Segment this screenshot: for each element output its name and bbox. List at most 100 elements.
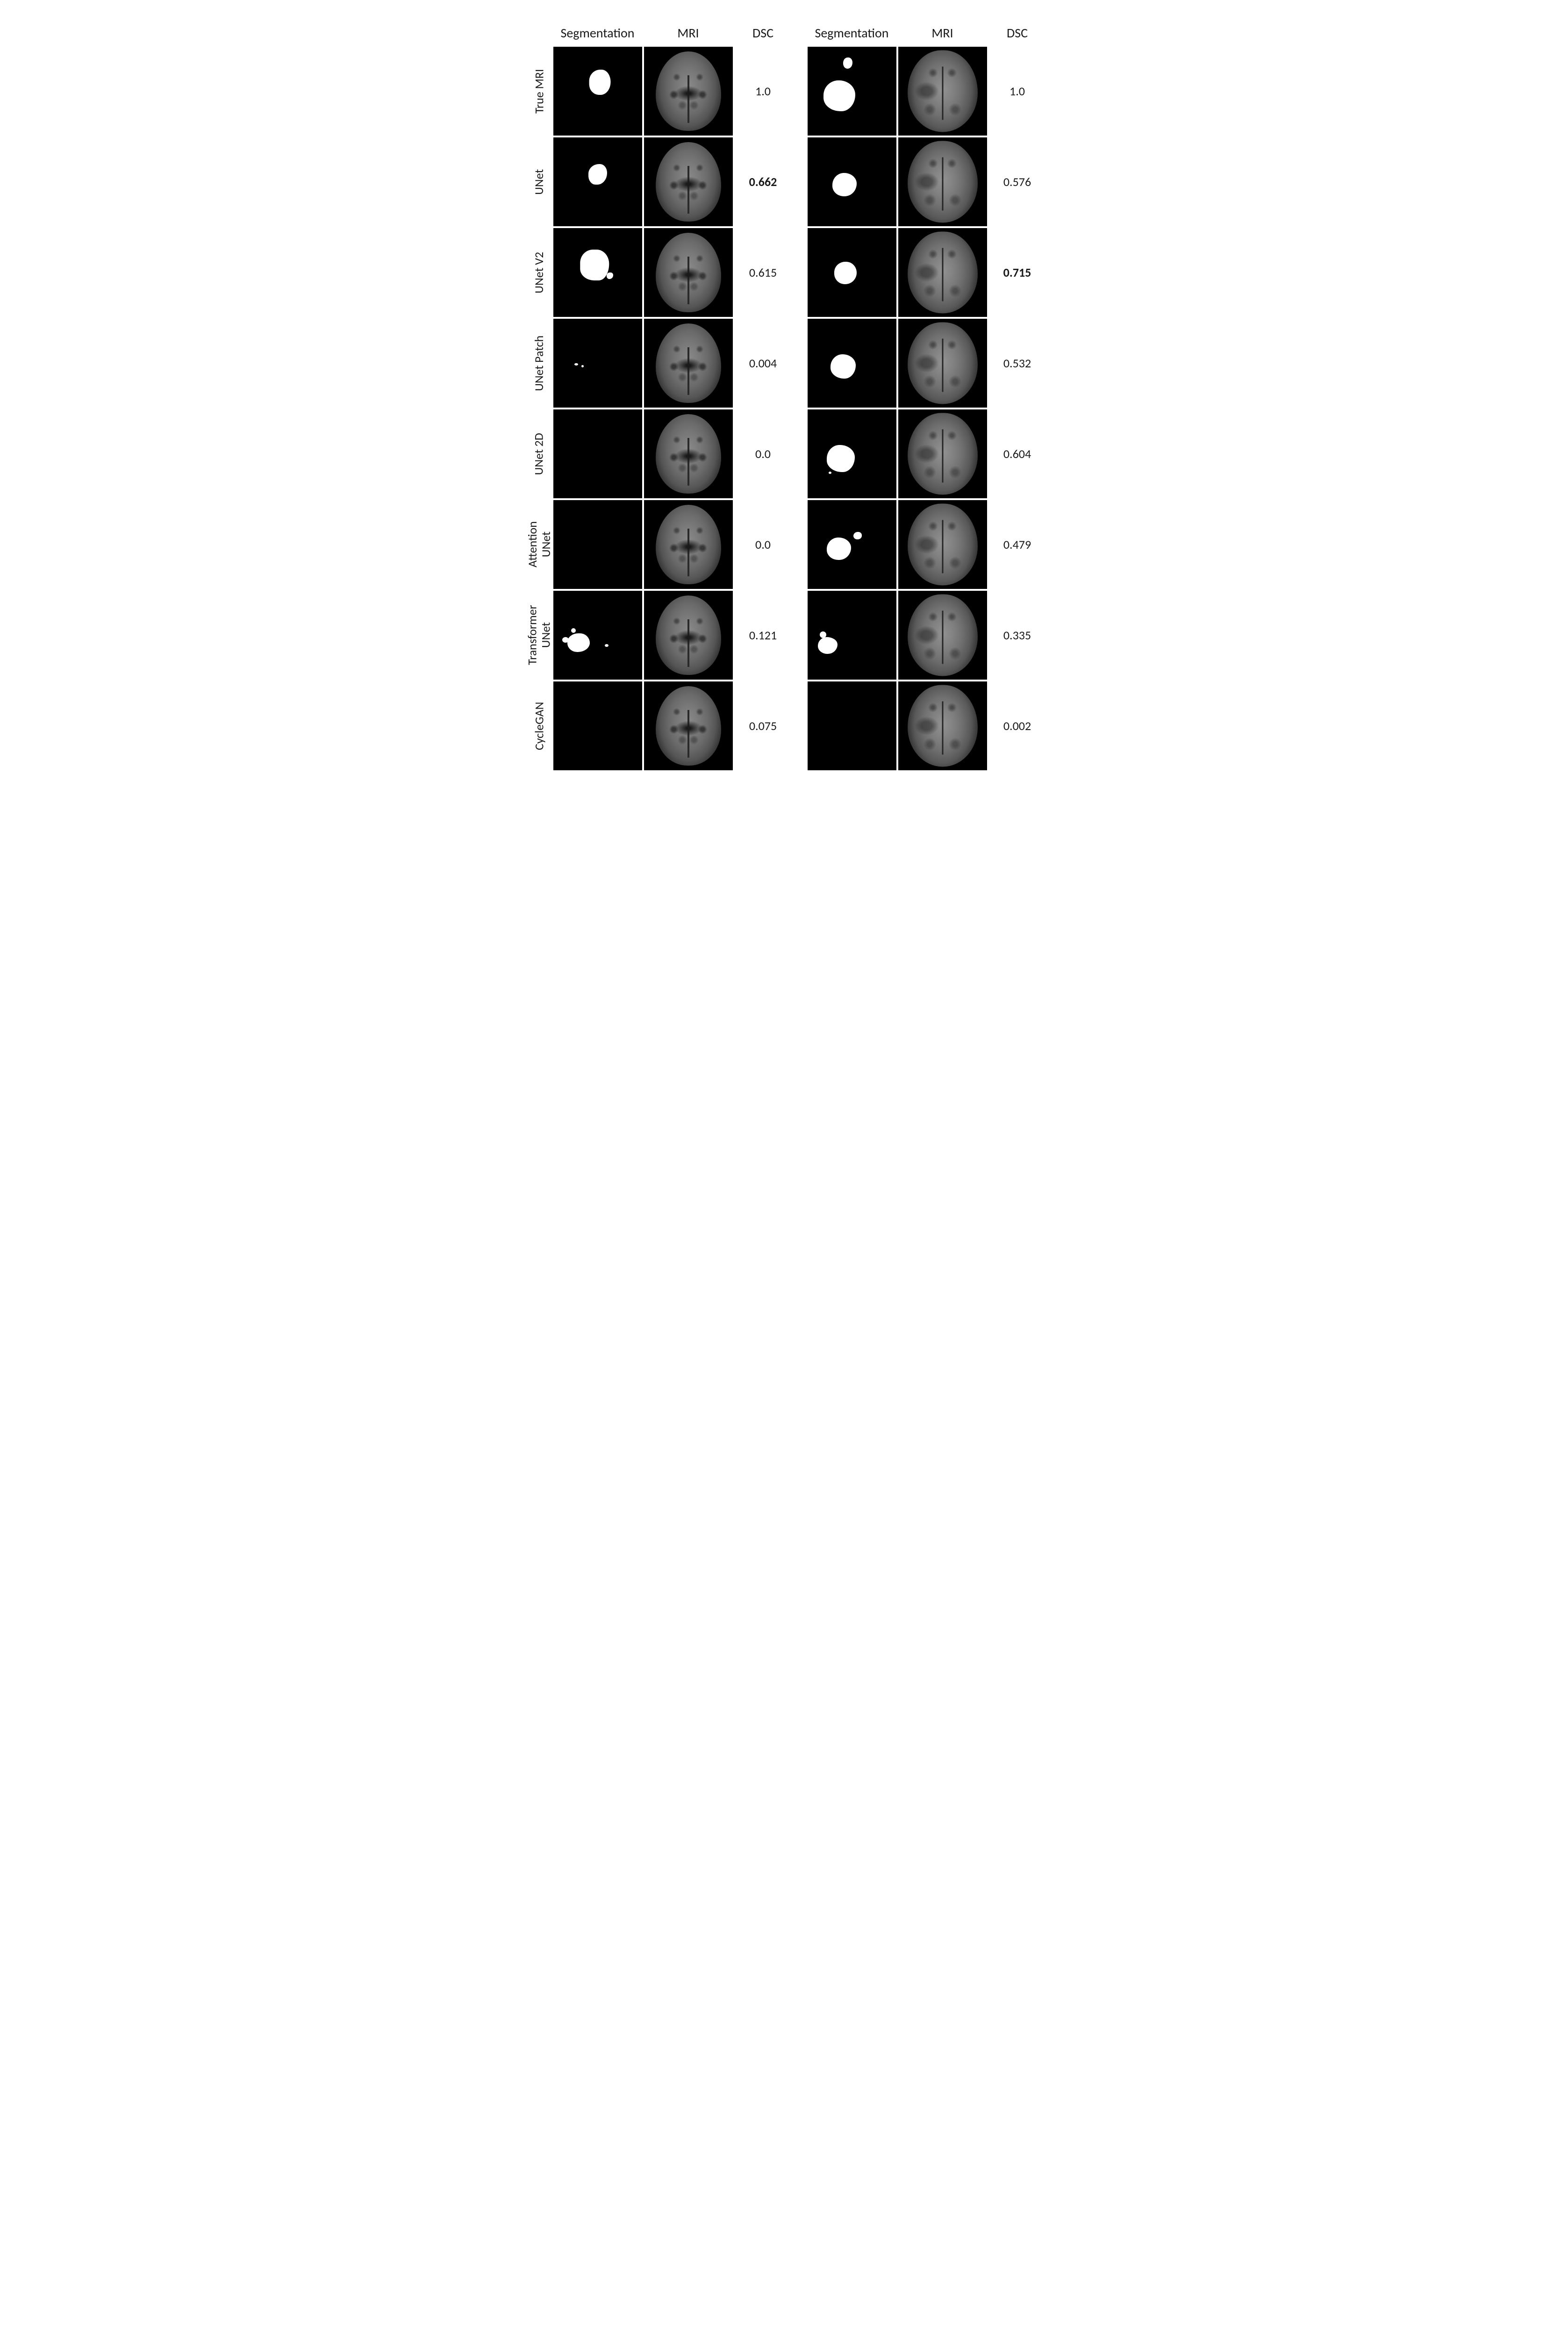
segmentation-image — [808, 47, 896, 136]
dsc-value: 0.0 — [737, 446, 789, 461]
mri-image — [898, 409, 987, 498]
segmentation-image — [808, 228, 896, 317]
segmentation-image — [553, 47, 642, 136]
segmentation-blob — [607, 272, 613, 279]
segmentation-blob — [574, 363, 578, 366]
data-row: 0.121 — [553, 591, 789, 680]
data-row: 0.662 — [553, 137, 789, 226]
mri-image — [898, 137, 987, 226]
mri-image — [898, 47, 987, 136]
mri-image — [898, 681, 987, 770]
brain-texture — [659, 237, 717, 308]
data-row: 0.532 — [808, 319, 1043, 408]
segmentation-blob — [834, 262, 857, 284]
segmentation-image — [553, 409, 642, 498]
header-mri: MRI — [644, 25, 733, 41]
brain-texture — [659, 147, 717, 217]
segmentation-blob — [829, 472, 831, 474]
header-row: Segmentation MRI DSC — [808, 19, 1043, 47]
row-label-cell: True MRI — [525, 47, 553, 136]
mri-image — [644, 500, 733, 589]
brain-icon — [908, 595, 978, 676]
brain-icon — [656, 505, 721, 584]
row-label: UNet Patch — [532, 336, 546, 391]
mri-image — [644, 591, 733, 680]
row-label: AttentionUNet — [526, 522, 552, 568]
segmentation-image — [553, 500, 642, 589]
segmentation-blob — [827, 445, 855, 472]
brain-icon — [908, 50, 978, 132]
data-row: 0.0 — [553, 409, 789, 498]
dsc-value: 0.002 — [992, 718, 1043, 733]
mri-image — [898, 591, 987, 680]
brain-icon — [908, 232, 978, 314]
subject-block-1: Segmentation MRI DSC 1.00.6620.6150.0040… — [553, 19, 789, 772]
segmentation-image — [808, 681, 896, 770]
segmentation-image — [808, 409, 896, 498]
brain-texture — [911, 326, 974, 400]
row-label-cell: UNet — [525, 137, 553, 226]
row-label-cell: CycleGAN — [525, 681, 553, 770]
segmentation-blob — [831, 354, 856, 379]
segmentation-image — [808, 137, 896, 226]
row-label: TransformerUNet — [526, 605, 552, 666]
brain-texture — [911, 236, 974, 309]
brain-icon — [656, 595, 721, 675]
brain-texture — [659, 691, 717, 761]
segmentation-blob — [571, 628, 576, 633]
segmentation-blob — [580, 250, 609, 280]
row-label-cell: TransformerUNet — [525, 591, 553, 680]
dsc-value: 0.004 — [737, 356, 789, 371]
segmentation-blob — [562, 637, 569, 643]
mri-image — [644, 681, 733, 770]
mri-image — [644, 228, 733, 317]
row-label: True MRI — [532, 69, 546, 114]
segmentation-image — [553, 681, 642, 770]
row-label-cell: UNet V2 — [525, 228, 553, 317]
segmentation-blob — [827, 538, 851, 560]
dsc-value: 0.479 — [992, 537, 1043, 552]
mri-image — [644, 409, 733, 498]
dsc-value: 0.604 — [992, 446, 1043, 461]
header-segmentation: Segmentation — [553, 25, 642, 41]
brain-icon — [656, 414, 721, 494]
data-row: 0.004 — [553, 319, 789, 408]
brain-texture — [659, 56, 717, 126]
brain-texture — [659, 328, 717, 398]
row-label: UNet 2D — [532, 433, 546, 475]
dsc-value: 0.532 — [992, 356, 1043, 371]
mri-image — [644, 319, 733, 408]
dsc-value: 0.715 — [992, 265, 1043, 280]
data-row: 0.576 — [808, 137, 1043, 226]
brain-texture — [911, 54, 974, 128]
brain-icon — [908, 685, 978, 767]
dsc-value: 0.576 — [992, 174, 1043, 189]
brain-texture — [911, 689, 974, 763]
brain-icon — [908, 413, 978, 495]
row-labels-column: True MRI UNet UNet V2 UNet Patch UNet 2D Atte… — [525, 47, 553, 772]
data-row: 0.002 — [808, 681, 1043, 770]
data-row: 0.335 — [808, 591, 1043, 680]
data-row: 0.615 — [553, 228, 789, 317]
subject-block-2: Segmentation MRI DSC 1.0 0.576 0.715 0.532 0… — [808, 19, 1043, 772]
row-label: UNet — [532, 169, 546, 195]
segmentation-blob — [605, 644, 609, 647]
segmentation-blob — [818, 637, 838, 654]
data-row: 0.075 — [553, 681, 789, 770]
dsc-value: 0.335 — [992, 628, 1043, 643]
dsc-value: 0.615 — [737, 265, 789, 280]
brain-icon — [908, 141, 978, 223]
dsc-value: 1.0 — [992, 84, 1043, 99]
brain-texture — [659, 419, 717, 489]
brain-icon — [656, 51, 721, 131]
figure-container: True MRI UNet UNet V2 UNet Patch UNet 2D Atte… — [9, 19, 1559, 772]
header-row: Segmentation MRI DSC — [553, 19, 789, 47]
segmentation-image — [808, 319, 896, 408]
segmentation-image — [553, 591, 642, 680]
row-label-cell: UNet Patch — [525, 319, 553, 408]
segmentation-image — [553, 228, 642, 317]
brain-icon — [908, 504, 978, 586]
dsc-value: 0.075 — [737, 718, 789, 733]
segmentation-blob — [843, 57, 852, 69]
mri-image — [898, 500, 987, 589]
